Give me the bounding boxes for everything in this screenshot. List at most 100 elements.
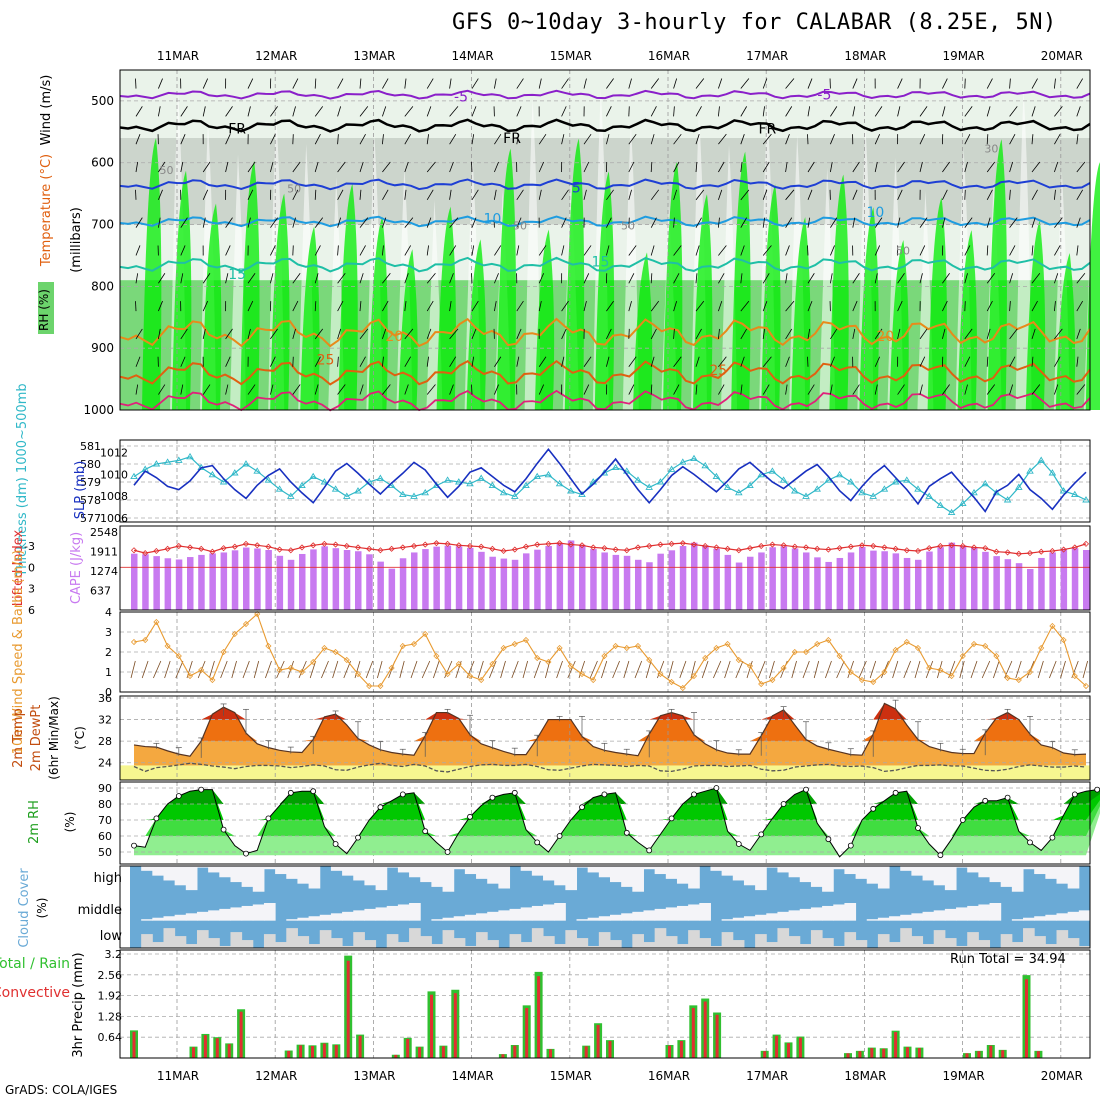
precip-convective-bar — [715, 1014, 719, 1058]
isotherm-30 — [119, 389, 1091, 412]
wind-barb — [785, 106, 793, 117]
surface-wind-barb — [791, 660, 797, 679]
surface-wind-barb — [903, 660, 912, 679]
wind-barb — [807, 356, 809, 367]
cloud-mid-cell — [1011, 919, 1024, 921]
wind-barb — [471, 245, 475, 256]
wind-barb — [426, 273, 436, 284]
wind-barb — [628, 161, 635, 173]
cape-bar — [1060, 548, 1068, 610]
cloud-mid-cell — [866, 919, 879, 921]
wind-barb — [516, 300, 524, 312]
wind-barb — [180, 273, 184, 284]
precip-convective-bar — [787, 1043, 790, 1058]
wind-speed-point — [1015, 676, 1022, 684]
surface-wind-barb — [511, 660, 519, 679]
wind-barb — [919, 245, 926, 256]
cloud-high-cell — [911, 866, 924, 876]
cloud-high-cell — [174, 866, 187, 886]
wind-barb — [359, 384, 364, 395]
wind-barb — [1076, 217, 1081, 228]
cloud-low-cell — [1078, 946, 1091, 948]
precip-convective-bar — [917, 1048, 921, 1058]
wind-barb — [561, 356, 565, 367]
rh-plume — [1025, 220, 1046, 410]
precip-convective-bar — [798, 1037, 802, 1058]
cloud-mid-cell — [822, 905, 834, 921]
wind-barb — [426, 328, 432, 340]
temp-axis-label-1: 2m Temp — [11, 708, 26, 768]
cloud-low-cell — [219, 946, 231, 948]
thickness-point — [410, 492, 418, 499]
wind-barb — [762, 384, 770, 395]
thickness-point — [768, 467, 777, 474]
wind-barb — [247, 78, 254, 89]
wind-speed-point — [254, 610, 261, 618]
wind-speed-point — [231, 630, 238, 638]
cloud-high-cell — [766, 866, 778, 868]
wind-speed-point — [321, 644, 328, 652]
contour-label: 10 — [867, 205, 885, 221]
cloud-mid-cell — [732, 917, 745, 921]
bottom-date-label: 13MAR — [353, 1069, 395, 1083]
cloud-high-cell — [654, 866, 667, 875]
cloud-high-cell — [386, 866, 399, 868]
li-point — [1082, 540, 1090, 547]
wind-barb — [158, 189, 163, 200]
cape-bar — [153, 556, 160, 610]
wind-barb — [404, 217, 414, 228]
wind-barb — [695, 384, 698, 395]
wind-barb — [762, 78, 768, 89]
thickness-point — [903, 476, 911, 483]
cloud-high-cell — [464, 866, 477, 875]
cloud-low-cell — [766, 942, 778, 948]
cloud-low-cell — [587, 946, 600, 948]
temp-low-band-top — [120, 765, 1090, 780]
contour-label: 20 — [385, 329, 403, 345]
pressure-axis-label: (millibars) — [69, 207, 84, 273]
cloud-high-cell — [442, 866, 455, 892]
wind-tick: 3 — [105, 626, 112, 639]
wind-barb — [426, 161, 436, 173]
wind-barb — [830, 384, 833, 395]
surface-wind-barb — [925, 660, 934, 679]
wind-speed-point — [668, 678, 675, 686]
cloud-low-cell — [397, 942, 410, 948]
wind-barb — [919, 217, 928, 228]
wind-speed-point — [993, 652, 1000, 660]
wind-speed-point — [343, 656, 350, 664]
cape-bar — [993, 556, 1000, 610]
contour-label: 50 — [287, 182, 301, 195]
wind-speed-point — [433, 652, 440, 660]
surface-wind-barb — [757, 660, 766, 679]
wind-barb — [135, 78, 137, 89]
cape-bar — [175, 559, 183, 610]
wind-barb — [673, 273, 680, 284]
precip-legend-rain: Total / Rain — [0, 956, 70, 972]
cloud-low-cell — [286, 928, 298, 948]
precip-convective-bar — [299, 1045, 303, 1058]
wind-barb — [449, 106, 459, 117]
thickness-point — [533, 472, 541, 480]
wind-barb — [1031, 217, 1036, 228]
wind-barb — [270, 273, 274, 284]
thickness-point — [175, 456, 183, 463]
cape-bar — [567, 540, 575, 610]
wind-barb — [538, 273, 545, 284]
contour-label: 25 — [709, 363, 727, 379]
cloud-high-cell — [576, 866, 589, 868]
li-point — [814, 545, 821, 552]
cape-li-panel: -3 0 3 6 637 1274 1911 2548 Lifted Index CAPE (J/… — [11, 525, 1091, 617]
cloud-high-cell — [944, 866, 957, 891]
wind-barb — [382, 328, 387, 340]
cloud-low-cell — [487, 940, 499, 948]
cape-bar — [1071, 548, 1079, 610]
wind-speed-point — [142, 636, 149, 644]
cloud-mid-cell — [1045, 914, 1058, 921]
contour-label: FR — [758, 122, 776, 138]
cloud-high-cell — [275, 866, 287, 875]
wind-barb — [628, 133, 637, 145]
li-axis-label: Lifted Index — [11, 529, 26, 606]
wind-barb — [964, 245, 971, 256]
cloud-low-cell — [755, 934, 767, 948]
